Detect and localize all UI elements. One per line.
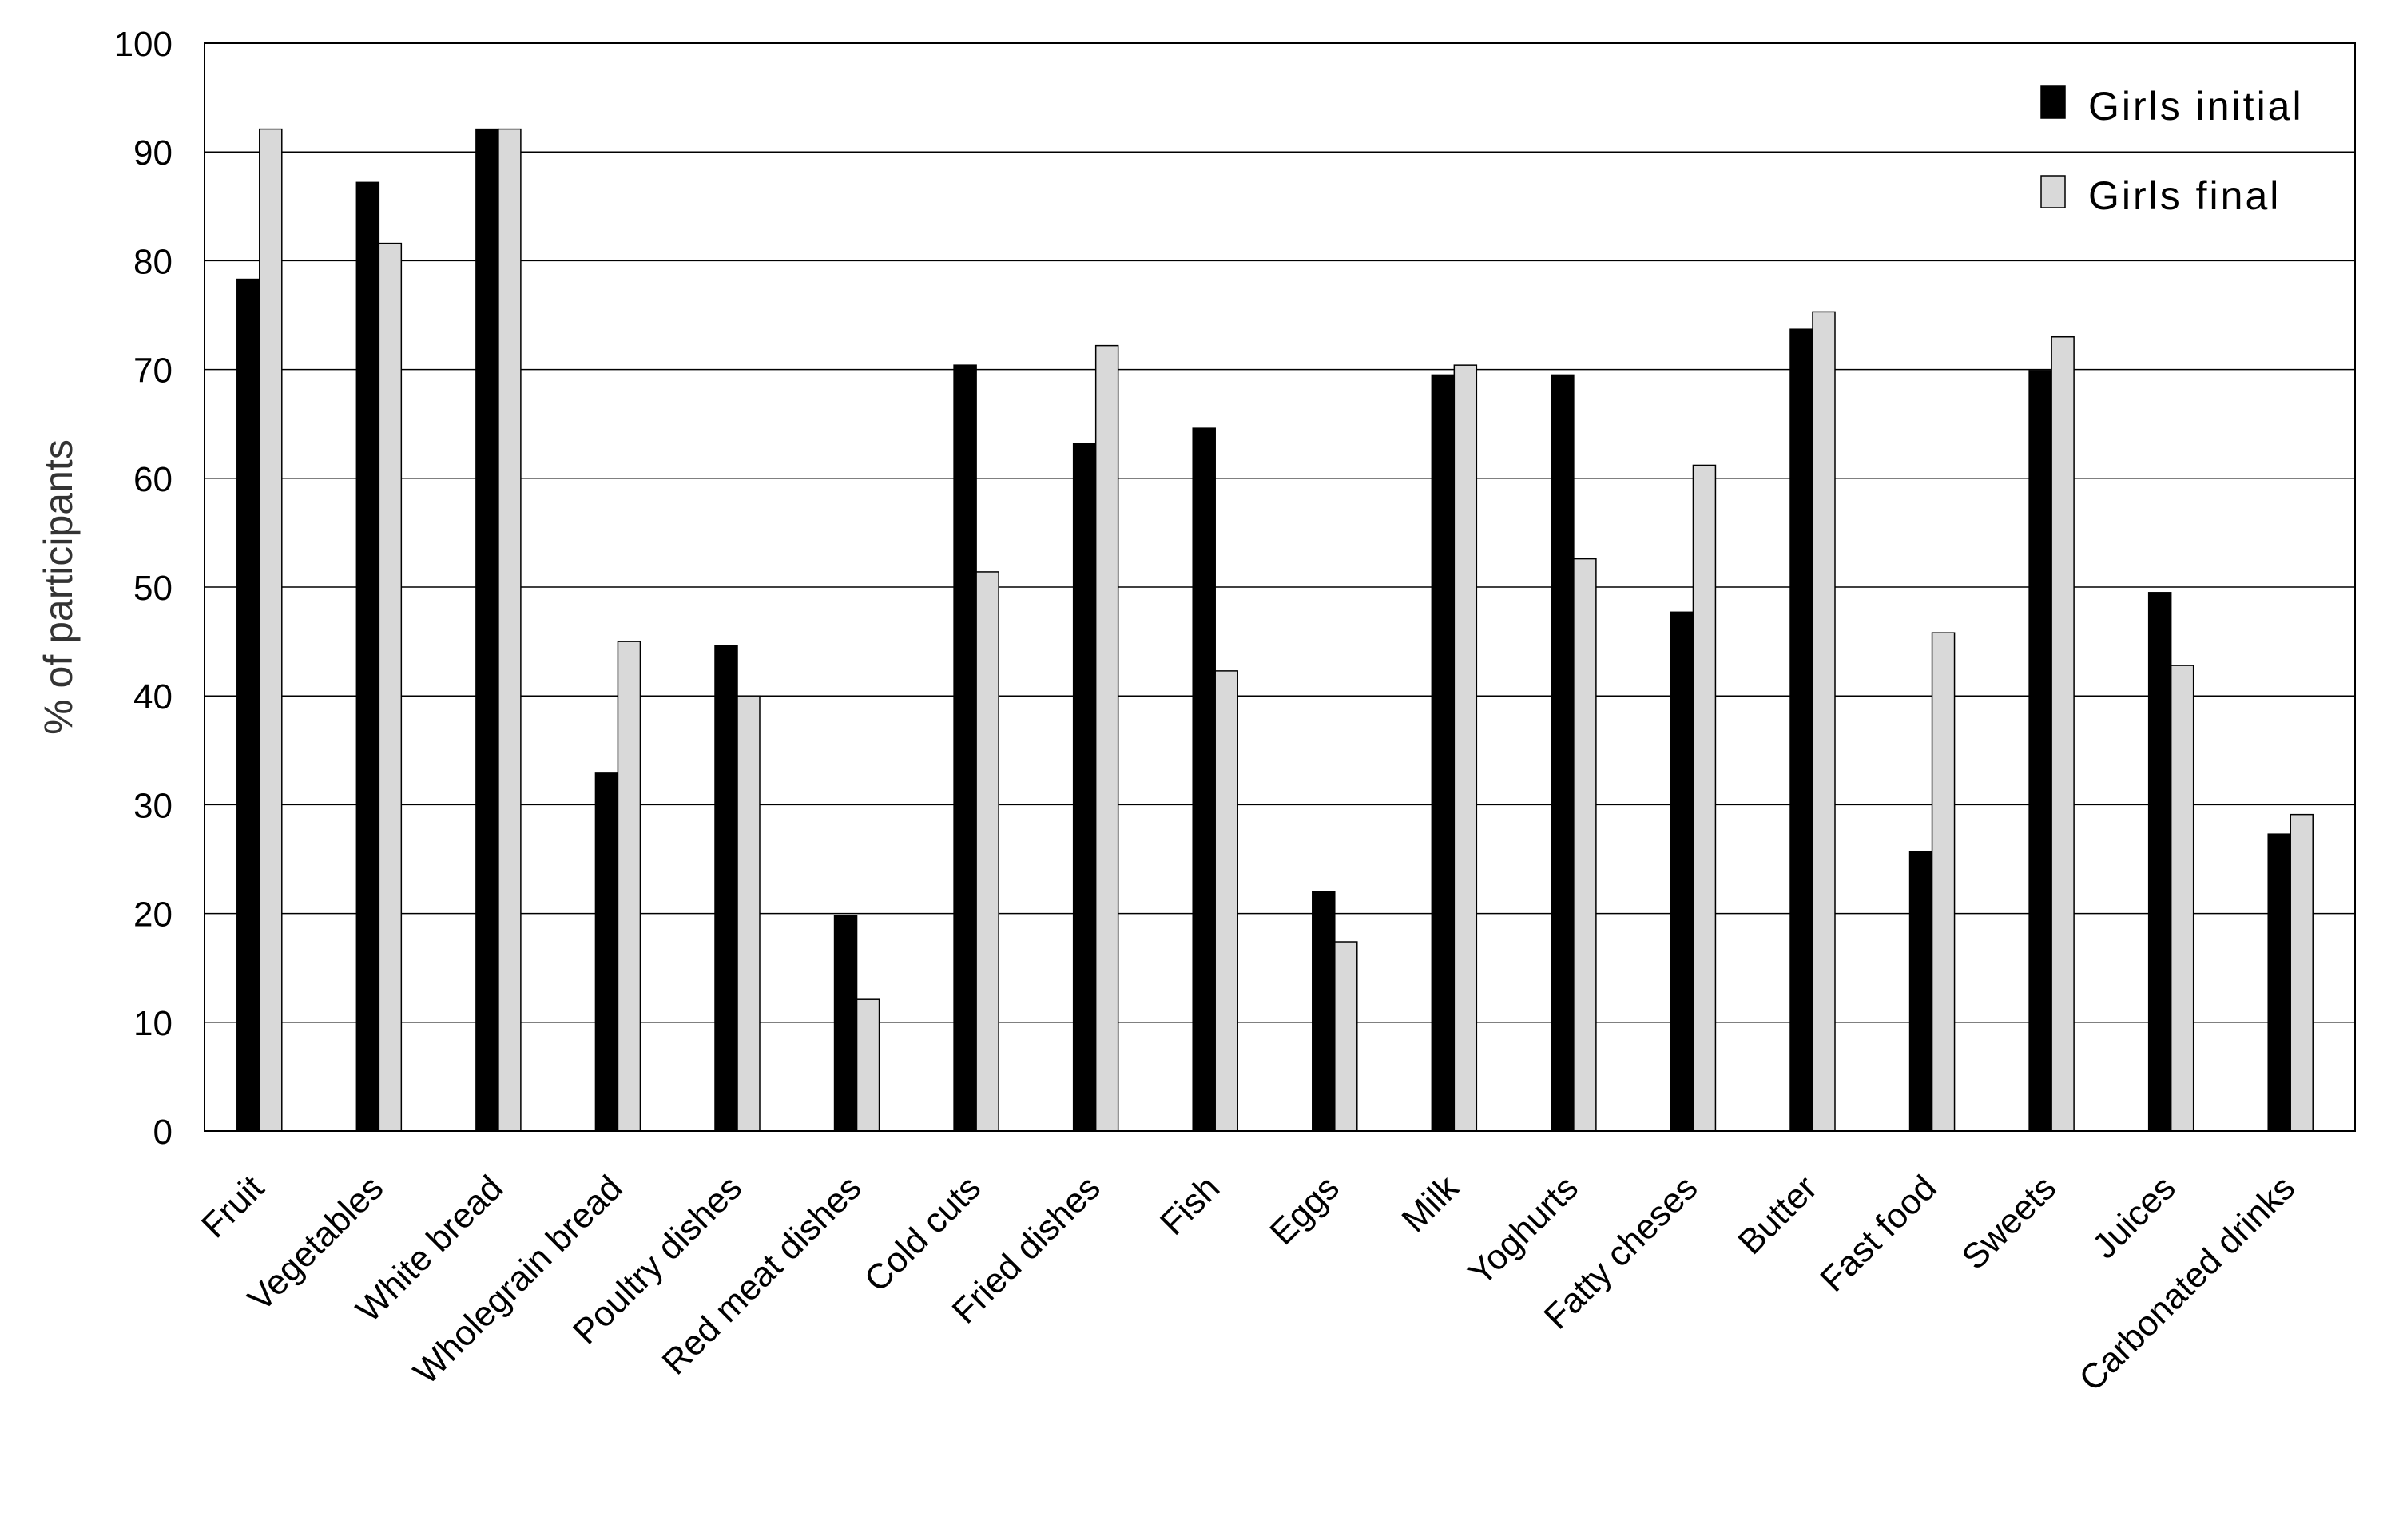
legend-swatch [2040,85,2066,119]
bar-final [2290,813,2314,1132]
bar-initial [2267,833,2291,1132]
y-tick-label: 70 [133,351,173,391]
y-tick-label: 20 [133,895,173,935]
x-tick-label: Milk [1394,1168,1467,1240]
x-tick-label: Yoghurts [1461,1168,1586,1292]
x-tick-label: Fish [1153,1168,1227,1242]
bar-final [2170,665,2194,1132]
bar-initial [1670,611,1694,1132]
bar-final [1094,344,1119,1132]
x-tick-label: Fruit [194,1168,272,1245]
y-tick-label: 30 [133,786,173,825]
bar-final [737,695,761,1132]
x-tick-label: Wholegrain bread [406,1168,630,1391]
bar-final [1334,941,1358,1132]
y-tick-label: 10 [133,1004,173,1043]
y-tick-label: 60 [133,460,173,499]
y-axis-label: % of participants [36,439,81,735]
y-tick-label: 40 [133,677,173,716]
bar-initial [1431,374,1456,1132]
y-tick-label: 50 [133,569,173,608]
y-tick-label: 90 [133,133,173,173]
x-tick-label: Eggs [1262,1168,1347,1252]
y-tick-label: 80 [133,242,173,281]
bar-initial [594,772,619,1132]
bar-initial [2147,592,2172,1132]
bar-initial [1192,427,1216,1132]
x-tick-label: Red meat dishes [655,1168,869,1382]
bar-final [617,641,641,1132]
bar-initial [475,128,499,1132]
bar-initial [1551,374,1575,1132]
bar-final [498,128,522,1132]
bar-initial [1789,328,1813,1132]
legend: Girls initial Girls final [2040,84,2304,218]
bar-initial [355,181,380,1132]
legend-swatch [2040,175,2066,208]
gridlines [205,151,2355,1023]
x-tick-label: Juices [2085,1168,2183,1266]
bar-initial [833,915,858,1132]
plot-border [204,42,2356,1132]
x-tick-label: Butter [1730,1168,1825,1262]
y-tick-label: 100 [114,25,173,64]
x-tick-label: Fast food [1813,1168,1944,1299]
bar-initial [2028,370,2052,1132]
bar-final [975,571,999,1132]
bar-final [1812,311,1836,1132]
bars [236,128,2314,1132]
legend-label: Girls final [2088,173,2281,218]
bar-final [259,128,283,1132]
bar-final [378,242,403,1132]
bar-final [856,998,880,1132]
y-tick-label: 0 [153,1113,173,1152]
x-tick-label: Carbonated drinks [2071,1168,2302,1399]
bar-final [1214,670,1238,1132]
bar-final [1453,364,1478,1132]
legend-label: Girls initial [2088,84,2304,129]
bar-initial [1072,443,1097,1132]
x-tick-label: Sweets [1955,1168,2064,1277]
bar-final [2051,335,2075,1132]
bar-initial [1312,891,1336,1132]
bar-initial [1908,851,1933,1132]
bar-initial [953,364,977,1132]
bar-final [1931,632,1956,1132]
bar-final [1573,558,1597,1132]
y-tick-labels: 0 10 20 30 40 50 60 70 80 90 100 [114,25,173,1152]
bar-initial [714,645,738,1132]
bar-final [1692,464,1717,1132]
bar-initial [236,278,260,1132]
